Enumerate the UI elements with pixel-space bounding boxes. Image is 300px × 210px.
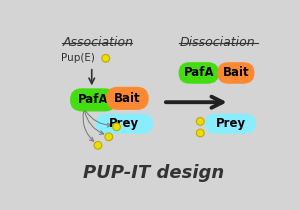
FancyBboxPatch shape xyxy=(205,114,256,134)
Text: Pup(E): Pup(E) xyxy=(61,53,94,63)
Circle shape xyxy=(102,54,110,62)
Text: PUP-IT design: PUP-IT design xyxy=(83,164,224,182)
FancyBboxPatch shape xyxy=(70,88,116,112)
FancyBboxPatch shape xyxy=(217,62,254,84)
Text: Dissociation: Dissociation xyxy=(179,36,255,49)
FancyBboxPatch shape xyxy=(178,62,219,84)
Circle shape xyxy=(113,123,120,131)
Circle shape xyxy=(196,129,204,137)
Text: Prey: Prey xyxy=(215,117,245,130)
Text: PafA: PafA xyxy=(183,66,214,79)
Circle shape xyxy=(105,133,113,141)
Text: PafA: PafA xyxy=(78,93,109,106)
Circle shape xyxy=(196,118,204,125)
Text: Bait: Bait xyxy=(114,92,141,105)
FancyBboxPatch shape xyxy=(96,114,153,134)
Text: Prey: Prey xyxy=(109,117,140,130)
FancyBboxPatch shape xyxy=(106,87,149,110)
Circle shape xyxy=(94,142,102,149)
Text: Association: Association xyxy=(62,36,134,49)
Text: Bait: Bait xyxy=(223,66,249,79)
